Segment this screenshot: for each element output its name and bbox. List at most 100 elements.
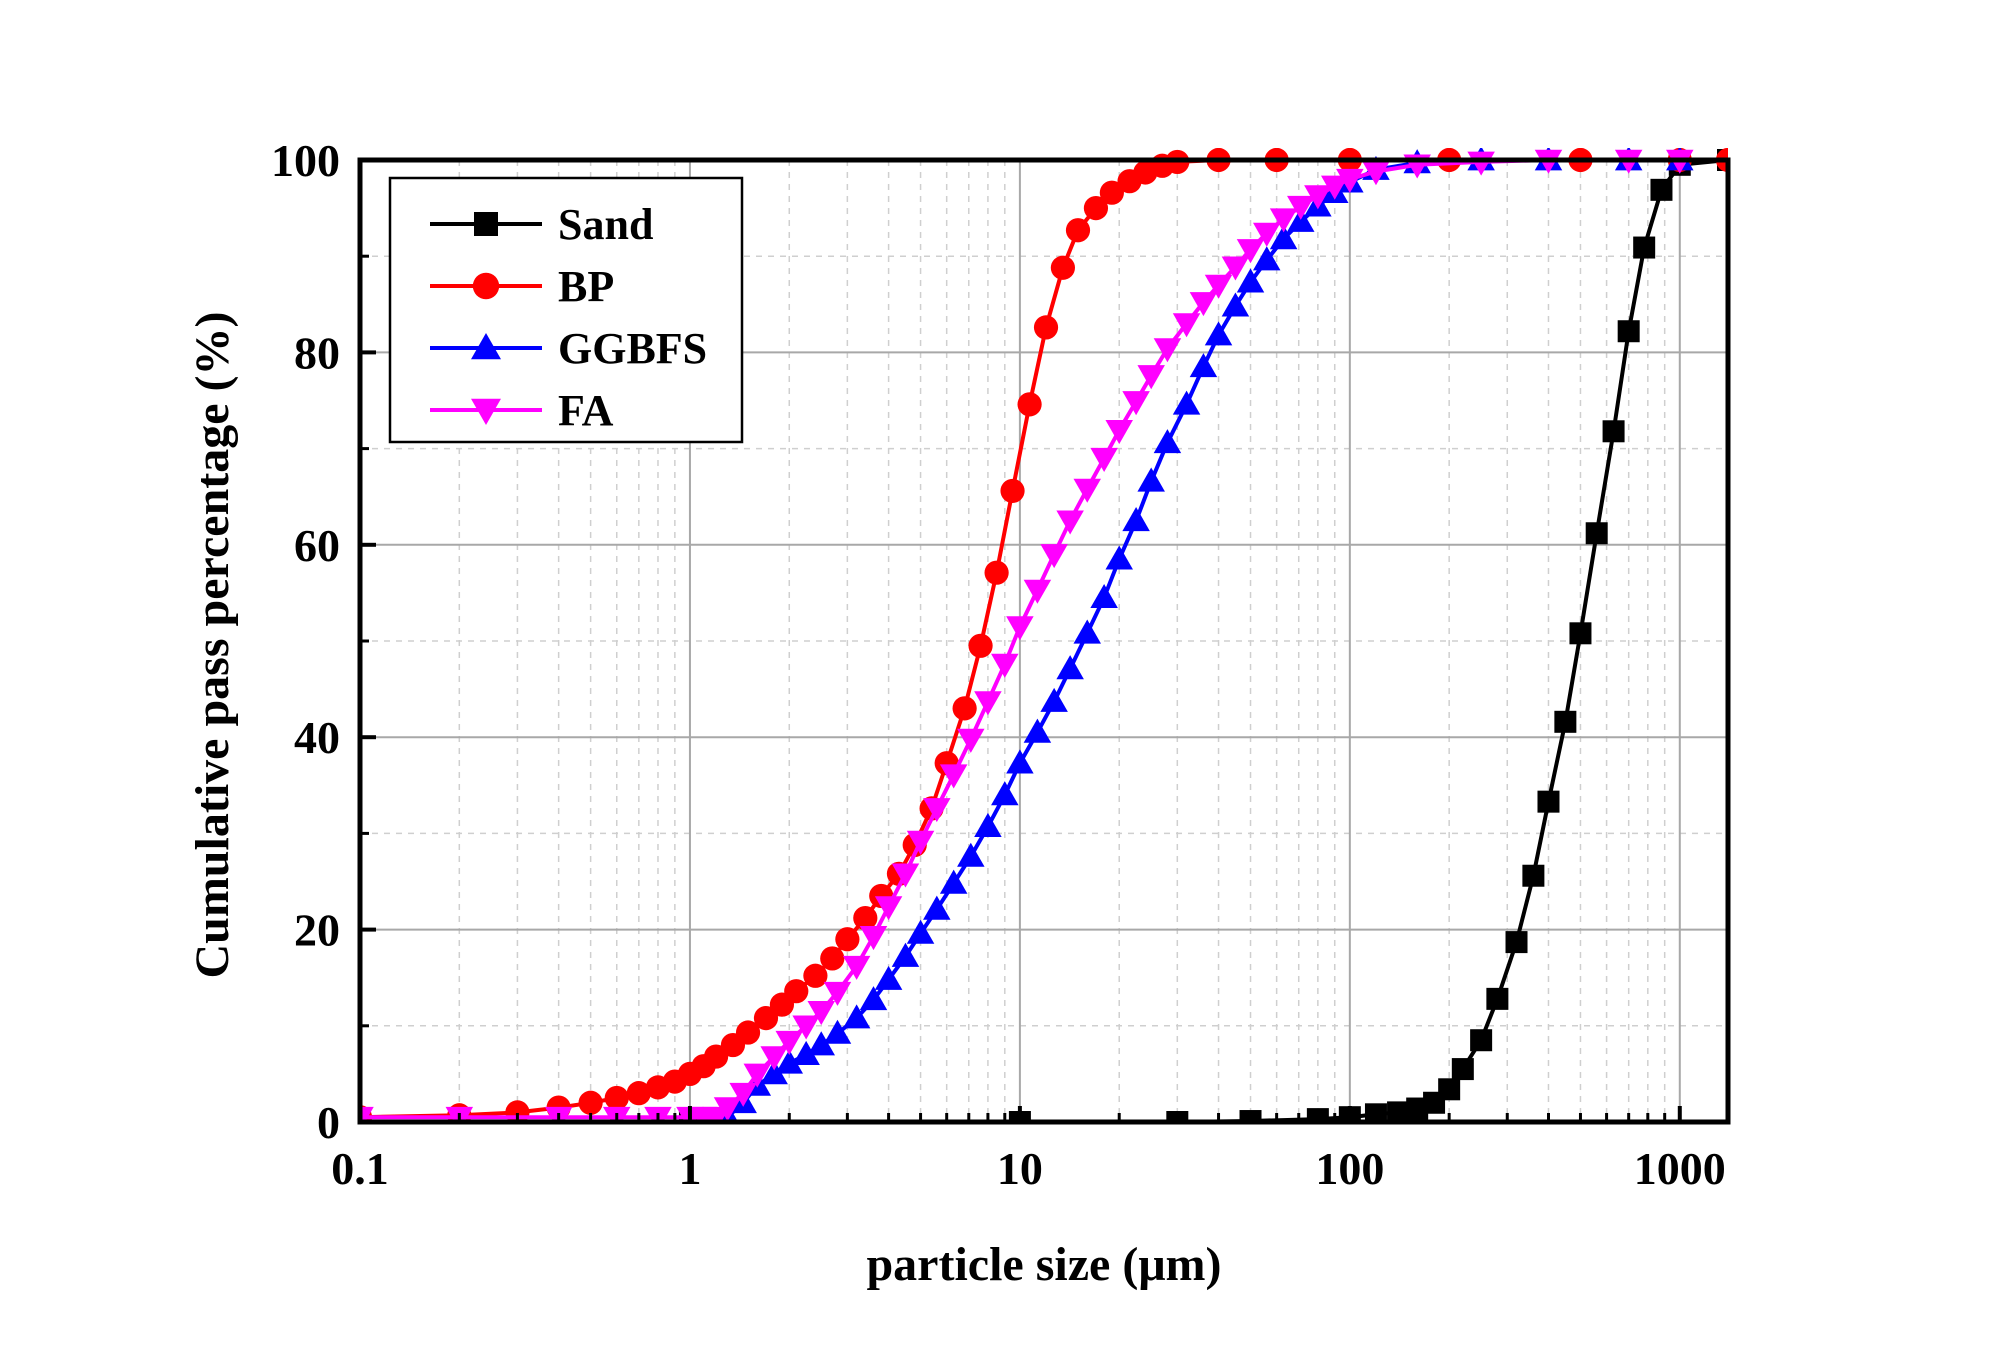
data-point-bp (604, 1085, 629, 1111)
data-point-bp (1000, 478, 1025, 504)
data-point-fa (906, 830, 935, 855)
data-point-fa (1105, 420, 1133, 445)
data-point-fa (1006, 616, 1034, 641)
series-layer (360, 148, 1728, 1122)
data-point-fa (874, 896, 903, 921)
legend-marker-sand (474, 212, 498, 236)
x-axis-title: particle size (μm) (866, 1238, 1221, 1291)
data-point-sand (1505, 931, 1528, 954)
y-tick-label: 20 (294, 905, 340, 956)
data-point-fa (1137, 365, 1165, 390)
legend-label-bp: BP (558, 262, 614, 311)
legend-marker-bp (472, 272, 500, 300)
data-point-fa (1056, 510, 1084, 535)
data-point-sand (1585, 522, 1608, 545)
legend-item-ggbfs: GGBFS (430, 324, 707, 373)
y-tick-label: 80 (294, 327, 340, 378)
legend-item-sand: Sand (430, 200, 653, 249)
data-point-fa (823, 981, 852, 1006)
y-tick-label: 40 (294, 712, 340, 763)
data-point-fa (1204, 274, 1233, 299)
data-point-bp (1099, 180, 1124, 205)
data-point-bp (1065, 218, 1091, 243)
data-point-ggbfs (939, 869, 968, 894)
y-axis-title: Cumulative pass percentage (%) (186, 311, 239, 978)
data-point-ggbfs (1023, 718, 1052, 743)
data-point-fa (842, 955, 871, 980)
data-point-fa (1090, 447, 1118, 472)
data-point-bp (952, 696, 977, 721)
y-tick-label: 100 (271, 135, 340, 186)
data-point-sand (1438, 1078, 1461, 1101)
y-tick-label: 60 (294, 520, 340, 571)
data-point-ggbfs (1236, 268, 1265, 293)
data-point-ggbfs (859, 986, 888, 1011)
data-point-bp (753, 1006, 779, 1031)
legend-label-fa: FA (558, 386, 614, 435)
data-point-fa (1040, 544, 1068, 569)
data-point-fa (939, 764, 968, 789)
data-point-ggbfs (957, 842, 985, 867)
legend-item-fa: FA (430, 386, 614, 435)
data-point-fa (760, 1046, 788, 1071)
data-point-ggbfs (1006, 749, 1034, 774)
data-point-fa (1023, 579, 1052, 604)
data-point-sand (1633, 236, 1656, 259)
data-point-ggbfs (906, 919, 935, 944)
legend-marker-fa (471, 398, 501, 425)
data-point-sand (1387, 1101, 1410, 1122)
data-point-bp (803, 963, 828, 988)
data-point-fa (1189, 292, 1218, 317)
data-point-bp (853, 905, 878, 931)
series-fa (360, 149, 1694, 1122)
data-point-bp (835, 927, 860, 952)
data-point-bp (820, 946, 845, 971)
legend-marker-ggbfs (471, 333, 501, 360)
data-point-fa (1172, 313, 1201, 338)
data-point-ggbfs (1137, 467, 1165, 492)
data-point-ggbfs (974, 812, 1002, 837)
data-point-sand (1602, 420, 1625, 443)
data-point-fa (1073, 478, 1101, 503)
data-point-bp (735, 1020, 761, 1045)
data-point-ggbfs (1040, 687, 1068, 712)
data-point-ggbfs (1221, 292, 1250, 317)
data-point-ggbfs (1122, 507, 1150, 532)
data-point-fa (859, 926, 888, 951)
data-point-fa (713, 1097, 742, 1122)
data-point-ggbfs (807, 1031, 835, 1056)
data-point-ggbfs (1189, 353, 1218, 378)
data-point-sand (1364, 1103, 1387, 1122)
data-point-bp (1033, 315, 1059, 340)
data-point-ggbfs (1105, 545, 1133, 570)
data-point-bp (1083, 196, 1109, 221)
data-point-fa (792, 1015, 820, 1040)
data-point-sand (1406, 1097, 1429, 1120)
data-point-fa (957, 728, 985, 753)
data-point-fa (1336, 168, 1364, 193)
data-point-bp (1017, 392, 1042, 417)
data-point-ggbfs (792, 1040, 820, 1065)
legend-item-bp: BP (430, 262, 614, 311)
data-point-sand (1554, 710, 1577, 733)
data-point-sand (1617, 320, 1640, 343)
data-point-ggbfs (1172, 390, 1201, 415)
data-point-fa (1269, 208, 1298, 233)
data-point-fa (974, 691, 1002, 716)
data-point-ggbfs (1269, 225, 1298, 250)
series-bp (360, 148, 1728, 1122)
data-point-fa (1221, 256, 1250, 281)
data-point-sand (1522, 864, 1545, 887)
data-point-fa (360, 1106, 374, 1122)
data-point-sand (1470, 1029, 1493, 1052)
data-point-ggbfs (923, 895, 951, 920)
data-point-bp (703, 1044, 729, 1069)
data-point-sand (1537, 790, 1560, 813)
data-point-ggbfs (1090, 583, 1118, 609)
data-point-fa (1320, 175, 1349, 200)
data-point-sand (1451, 1058, 1474, 1081)
data-point-ggbfs (823, 1019, 852, 1044)
data-point-fa (775, 1030, 804, 1055)
legend-label-sand: Sand (558, 200, 653, 249)
